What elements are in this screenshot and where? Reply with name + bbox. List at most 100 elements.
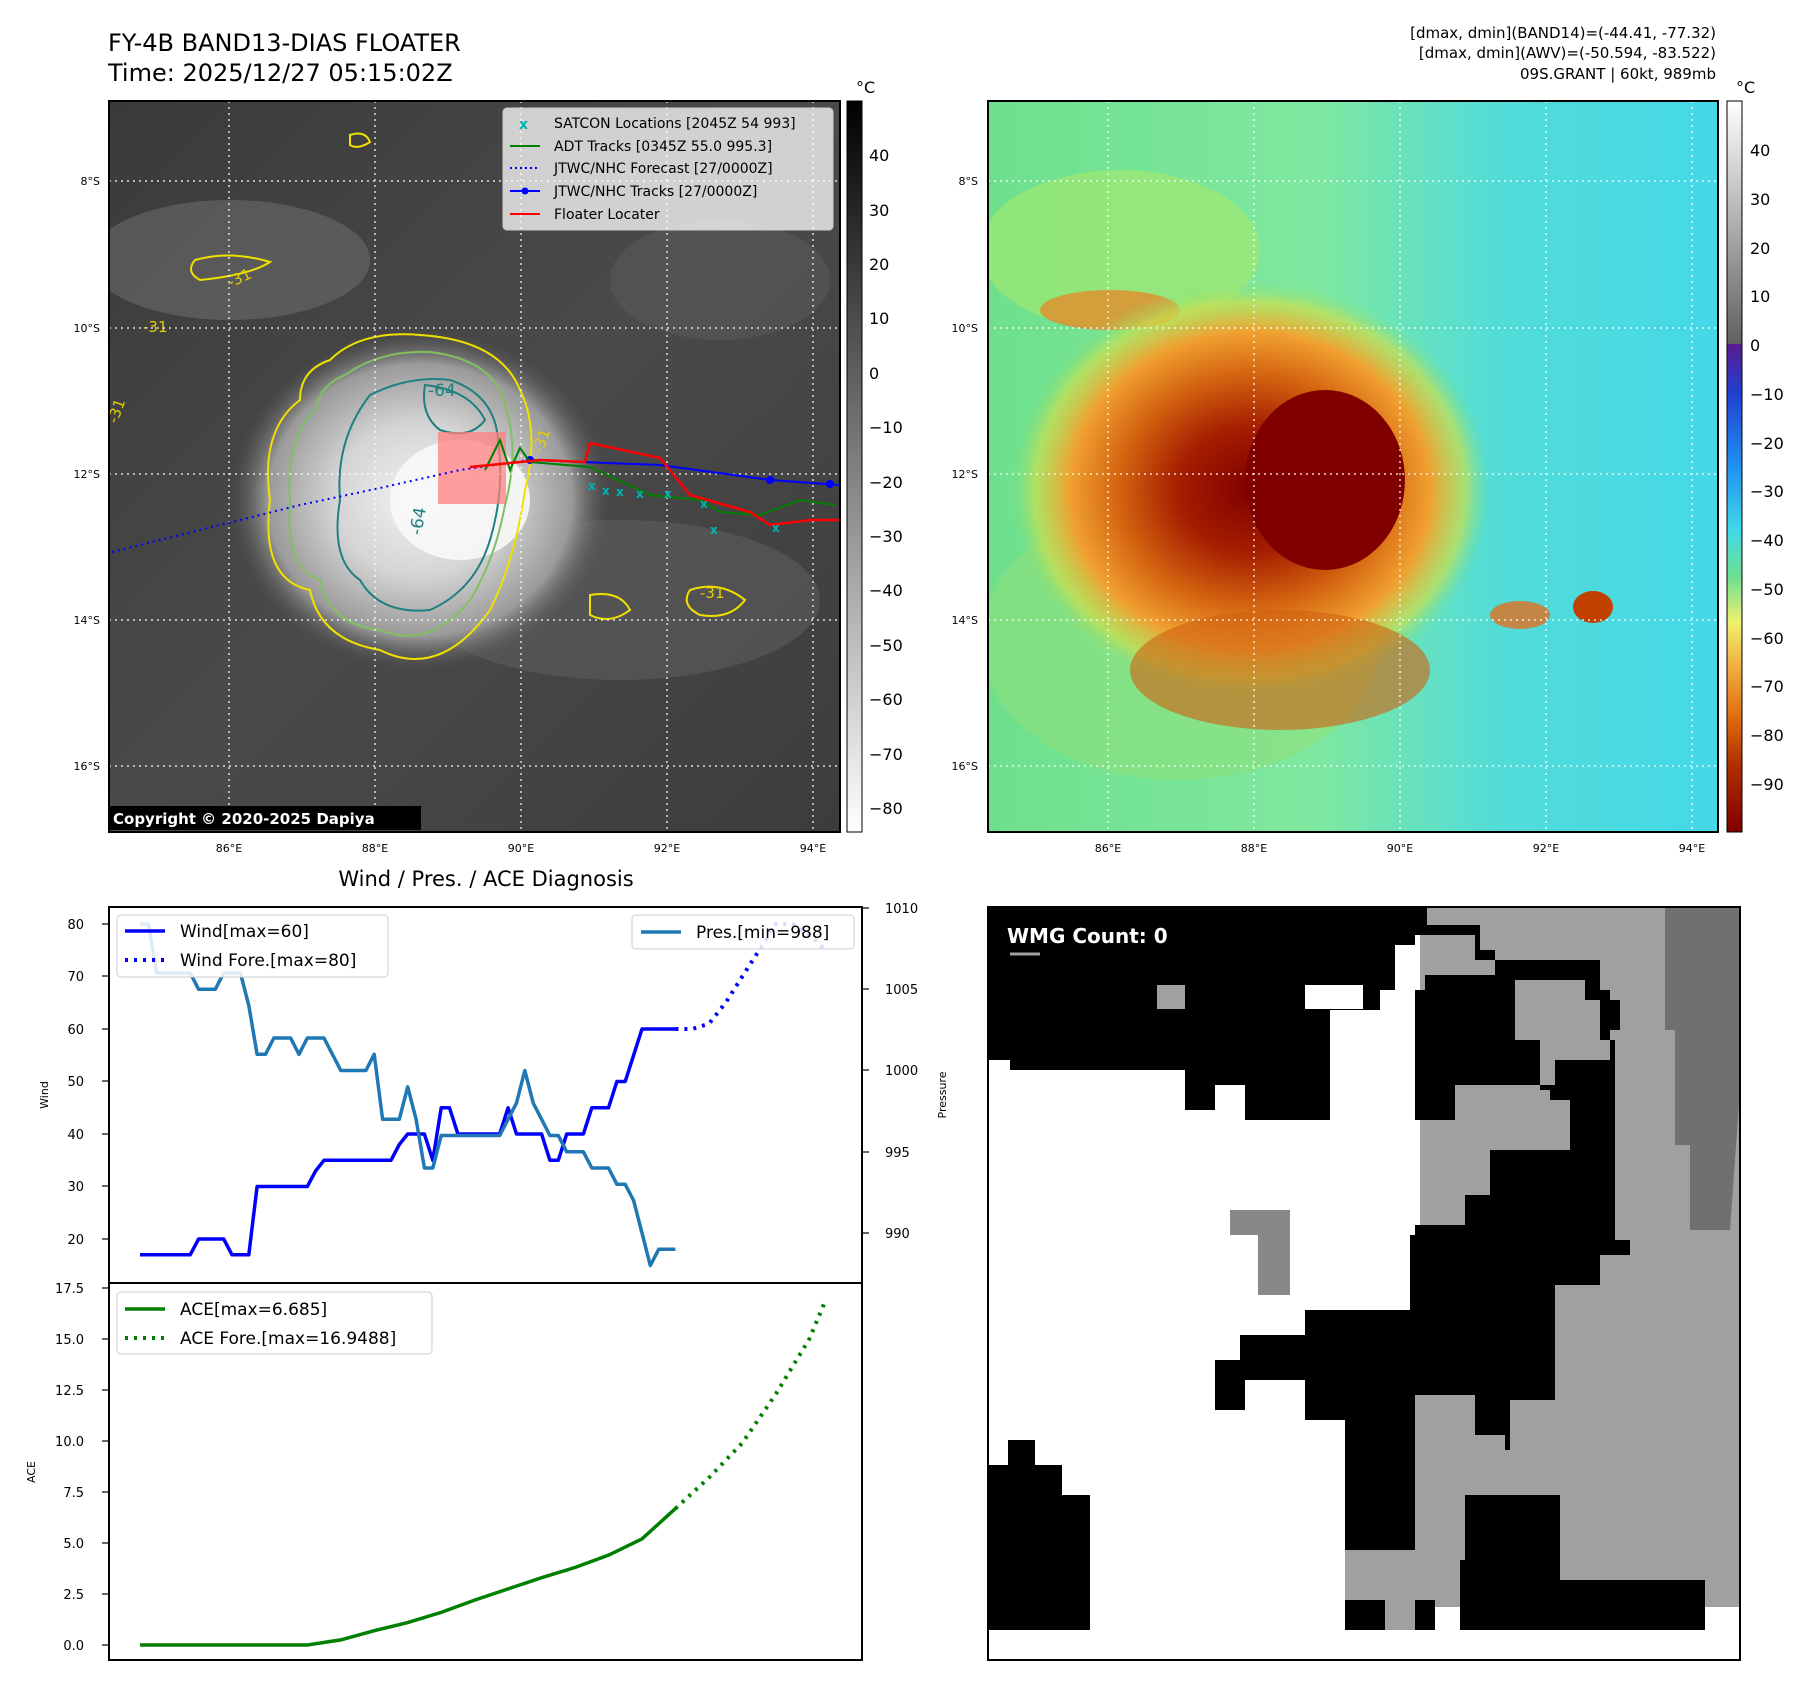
- wind-tick: 40: [67, 1128, 84, 1143]
- wv-colorbar-ticks: 40 30 20 10 0 −10 −20 −30 −40 −50 −60 −7…: [1750, 141, 1784, 794]
- legend-label-satcon: SATCON Locations [2045Z 54 993]: [554, 116, 796, 132]
- lat-label: 8°S: [959, 175, 978, 188]
- svg-text:x: x: [700, 497, 708, 511]
- wv-lon-labels: 86°E 88°E 90°E 92°E 94°E: [1095, 842, 1705, 855]
- wind-ticks: 80 70 60 50 40 30 20: [67, 918, 84, 1248]
- ace-tick: 7.5: [63, 1486, 84, 1501]
- ir-lon-labels: 86°E 88°E 90°E 92°E 94°E: [216, 842, 826, 855]
- lon-label: 86°E: [216, 842, 242, 855]
- lat-label: 10°S: [74, 322, 100, 335]
- wmg-black-lower-left: [988, 1440, 1090, 1630]
- wmg-white-patch: [1305, 985, 1363, 1009]
- ir-cbar-tick: −70: [869, 745, 903, 764]
- wmg-gray-blob: [1230, 1210, 1290, 1295]
- wind-fore-legend-label: Wind Fore.[max=80]: [180, 951, 356, 971]
- lon-label: 94°E: [1679, 842, 1705, 855]
- wmg-gray-patch: [1157, 985, 1185, 1009]
- pressure-tick: 1000: [885, 1064, 918, 1079]
- wv-cbar-tick: −70: [1750, 677, 1784, 696]
- legend-label-adt: ADT Tracks [0345Z 55.0 995.3]: [554, 139, 772, 155]
- ir-contour-label: -64: [406, 506, 431, 537]
- ir-legend: x SATCON Locations [2045Z 54 993] ADT Tr…: [502, 107, 834, 231]
- pressure-tick: 1005: [885, 983, 918, 998]
- ace-legend: ACE[max=6.685] ACE Fore.[max=16.9488]: [116, 1291, 433, 1355]
- pressure-legend-label: Pres.[min=988]: [696, 923, 829, 943]
- wind-tick: 70: [67, 970, 84, 985]
- jtwc-forecast-track: [111, 459, 531, 553]
- wv-cbar-tick: 20: [1750, 239, 1770, 258]
- wmg-count-label: WMG Count: 0: [1007, 924, 1168, 948]
- legend-label-floater: Floater Locater: [554, 207, 660, 223]
- wv-storm-spiral: [1130, 610, 1430, 730]
- wind-tick: 50: [67, 1075, 84, 1090]
- svg-text:x: x: [602, 484, 610, 498]
- ace-series-line: [140, 1507, 677, 1647]
- figure-title: FY-4B BAND13-DIAS FLOATER: [108, 29, 461, 57]
- ir-cbar-tick: −50: [869, 636, 903, 655]
- ir-contour-64: [336, 378, 502, 612]
- lat-label: 16°S: [74, 760, 100, 773]
- svg-text:x: x: [710, 523, 718, 537]
- ir-cbar-tick: −80: [869, 799, 903, 818]
- ir-contour-label: -31: [143, 318, 168, 336]
- wv-gridlines: [988, 101, 1718, 832]
- ace-tick: 15.0: [55, 1333, 84, 1348]
- adt-track: [484, 437, 836, 517]
- ir-cbar-tick: 30: [869, 201, 889, 220]
- info-storm: 09S.GRANT | 60kt, 989mb: [1520, 65, 1716, 83]
- wv-colorbar-top: [1727, 101, 1742, 344]
- ace-legend-label: ACE[max=6.685]: [180, 1300, 327, 1320]
- lat-label: 14°S: [952, 614, 978, 627]
- wv-lat-labels: 8°S 10°S 12°S 14°S 16°S: [952, 175, 978, 773]
- wv-cell: [1490, 601, 1550, 629]
- svg-text:x: x: [636, 487, 644, 501]
- lon-label: 90°E: [1387, 842, 1413, 855]
- ir-map-panel: -64 -64 -31 -31 -31 -31 -31: [74, 78, 903, 855]
- lat-label: 14°S: [74, 614, 100, 627]
- info-band14: [dmax, dmin](BAND14)=(-44.41, -77.32): [1410, 24, 1716, 42]
- diagnosis-title: Wind / Pres. / ACE Diagnosis: [338, 867, 633, 891]
- ir-cbar-tick: −10: [869, 418, 903, 437]
- pressure-tick: 990: [885, 1227, 910, 1242]
- ir-lat-labels: 8°S 10°S 12°S 14°S 16°S: [74, 175, 100, 773]
- legend-marker-satcon: x: [519, 117, 528, 133]
- wv-cbar-tick: 30: [1750, 190, 1770, 209]
- lat-label: 12°S: [74, 468, 100, 481]
- ace-tick: 17.5: [55, 1282, 84, 1297]
- wv-cbar-tick: −60: [1750, 629, 1784, 648]
- ir-cbar-tick: 0: [869, 364, 879, 383]
- copyright-text: Copyright © 2020-2025 Dapiya: [113, 810, 375, 828]
- wind-tick: 60: [67, 1023, 84, 1038]
- wv-cbar-tick: 40: [1750, 141, 1770, 160]
- ir-contour-label: -64: [428, 381, 456, 401]
- svg-text:x: x: [664, 487, 672, 501]
- lat-label: 8°S: [81, 175, 100, 188]
- ir-colorbar-ticks: 40 30 20 10 0 −10 −20 −30 −40 −50 −60 −7…: [869, 146, 903, 818]
- ir-cbar-tick: 20: [869, 255, 889, 274]
- ir-cloud-band: [610, 220, 830, 340]
- ir-contour-31-small: [685, 585, 747, 617]
- wv-cbar-tick: 10: [1750, 287, 1770, 306]
- ir-contour-31: [267, 333, 533, 660]
- wv-storm-core: [1245, 390, 1405, 570]
- wmg-panel: WMG Count: 0: [987, 906, 1741, 1661]
- ir-cbar-tick: −30: [869, 527, 903, 546]
- wind-tick-marks: [102, 923, 109, 1240]
- ace-plot-frame: [108, 1282, 863, 1661]
- pressure-tick: 995: [885, 1146, 910, 1161]
- wv-map-panel: 8°S 10°S 12°S 14°S 16°S 86°E 88°E 90°E 9…: [952, 78, 1784, 855]
- wv-cbar-tick: −50: [1750, 580, 1784, 599]
- info-awv: [dmax, dmin](AWV)=(-50.594, -83.522): [1419, 44, 1716, 62]
- ir-contour-31-small: [190, 254, 273, 282]
- ace-ticks: 17.5 15.0 12.5 10.0 7.5 5.0 2.5 0.0: [55, 1282, 84, 1654]
- wv-map-frame: [987, 100, 1719, 833]
- wmg-black-lower-right: [1460, 1495, 1705, 1630]
- legend-label-jtwc: JTWC/NHC Tracks [27/0000Z]: [553, 184, 757, 200]
- ir-map-frame: [108, 100, 841, 833]
- jtwc-track-point: [766, 476, 774, 484]
- ace-forecast-line: [674, 1298, 828, 1511]
- lon-label: 88°E: [1241, 842, 1267, 855]
- jtwc-track-point: [826, 480, 834, 488]
